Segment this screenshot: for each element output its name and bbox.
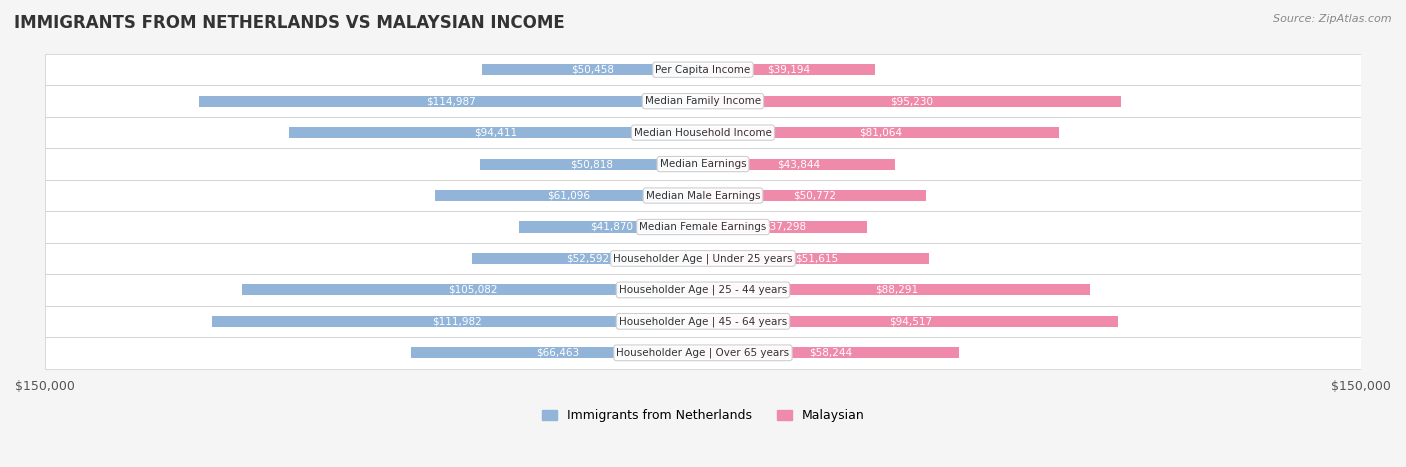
FancyBboxPatch shape (45, 85, 1361, 117)
Text: $114,987: $114,987 (426, 96, 475, 106)
Text: Householder Age | 25 - 44 years: Householder Age | 25 - 44 years (619, 285, 787, 295)
Text: Median Household Income: Median Household Income (634, 127, 772, 138)
FancyBboxPatch shape (45, 274, 1361, 305)
Text: $43,844: $43,844 (778, 159, 821, 169)
Text: Householder Age | Under 25 years: Householder Age | Under 25 years (613, 253, 793, 264)
Bar (703, 253, 929, 264)
Text: $61,096: $61,096 (547, 191, 591, 200)
Text: $66,463: $66,463 (536, 348, 579, 358)
Text: $94,517: $94,517 (889, 316, 932, 326)
Text: Median Earnings: Median Earnings (659, 159, 747, 169)
Bar (479, 159, 703, 170)
Text: $88,291: $88,291 (875, 285, 918, 295)
Text: $39,194: $39,194 (768, 65, 810, 75)
Text: Median Male Earnings: Median Male Earnings (645, 191, 761, 200)
FancyBboxPatch shape (45, 305, 1361, 337)
Bar (434, 190, 703, 201)
Bar (482, 64, 703, 75)
Text: Householder Age | 45 - 64 years: Householder Age | 45 - 64 years (619, 316, 787, 326)
FancyBboxPatch shape (45, 54, 1361, 85)
Bar (703, 96, 1121, 106)
FancyBboxPatch shape (45, 243, 1361, 274)
FancyBboxPatch shape (45, 337, 1361, 368)
Bar (212, 316, 703, 327)
Bar (703, 159, 896, 170)
Text: $111,982: $111,982 (433, 316, 482, 326)
Bar (412, 347, 703, 358)
Text: $52,592: $52,592 (567, 254, 609, 263)
Text: $51,615: $51,615 (794, 254, 838, 263)
Bar (703, 316, 1118, 327)
Text: $50,458: $50,458 (571, 65, 614, 75)
Bar (198, 96, 703, 106)
Text: Per Capita Income: Per Capita Income (655, 65, 751, 75)
Text: $37,298: $37,298 (763, 222, 807, 232)
Text: $81,064: $81,064 (859, 127, 903, 138)
Text: $95,230: $95,230 (890, 96, 934, 106)
FancyBboxPatch shape (45, 149, 1361, 180)
FancyBboxPatch shape (45, 180, 1361, 211)
Bar (703, 347, 959, 358)
Text: $58,244: $58,244 (810, 348, 852, 358)
Text: $94,411: $94,411 (474, 127, 517, 138)
Bar (472, 253, 703, 264)
Text: $41,870: $41,870 (589, 222, 633, 232)
FancyBboxPatch shape (45, 211, 1361, 243)
Legend: Immigrants from Netherlands, Malaysian: Immigrants from Netherlands, Malaysian (537, 404, 869, 427)
Bar (703, 221, 866, 233)
Bar (519, 221, 703, 233)
Text: Householder Age | Over 65 years: Householder Age | Over 65 years (616, 347, 790, 358)
Text: $50,772: $50,772 (793, 191, 837, 200)
Bar (703, 64, 875, 75)
Text: Median Female Earnings: Median Female Earnings (640, 222, 766, 232)
Text: $50,818: $50,818 (569, 159, 613, 169)
Text: Source: ZipAtlas.com: Source: ZipAtlas.com (1274, 14, 1392, 24)
Text: $105,082: $105,082 (447, 285, 498, 295)
Bar (703, 284, 1090, 296)
Bar (242, 284, 703, 296)
FancyBboxPatch shape (45, 117, 1361, 149)
Text: Median Family Income: Median Family Income (645, 96, 761, 106)
Bar (703, 127, 1059, 138)
Bar (288, 127, 703, 138)
Text: IMMIGRANTS FROM NETHERLANDS VS MALAYSIAN INCOME: IMMIGRANTS FROM NETHERLANDS VS MALAYSIAN… (14, 14, 565, 32)
Bar (703, 190, 925, 201)
